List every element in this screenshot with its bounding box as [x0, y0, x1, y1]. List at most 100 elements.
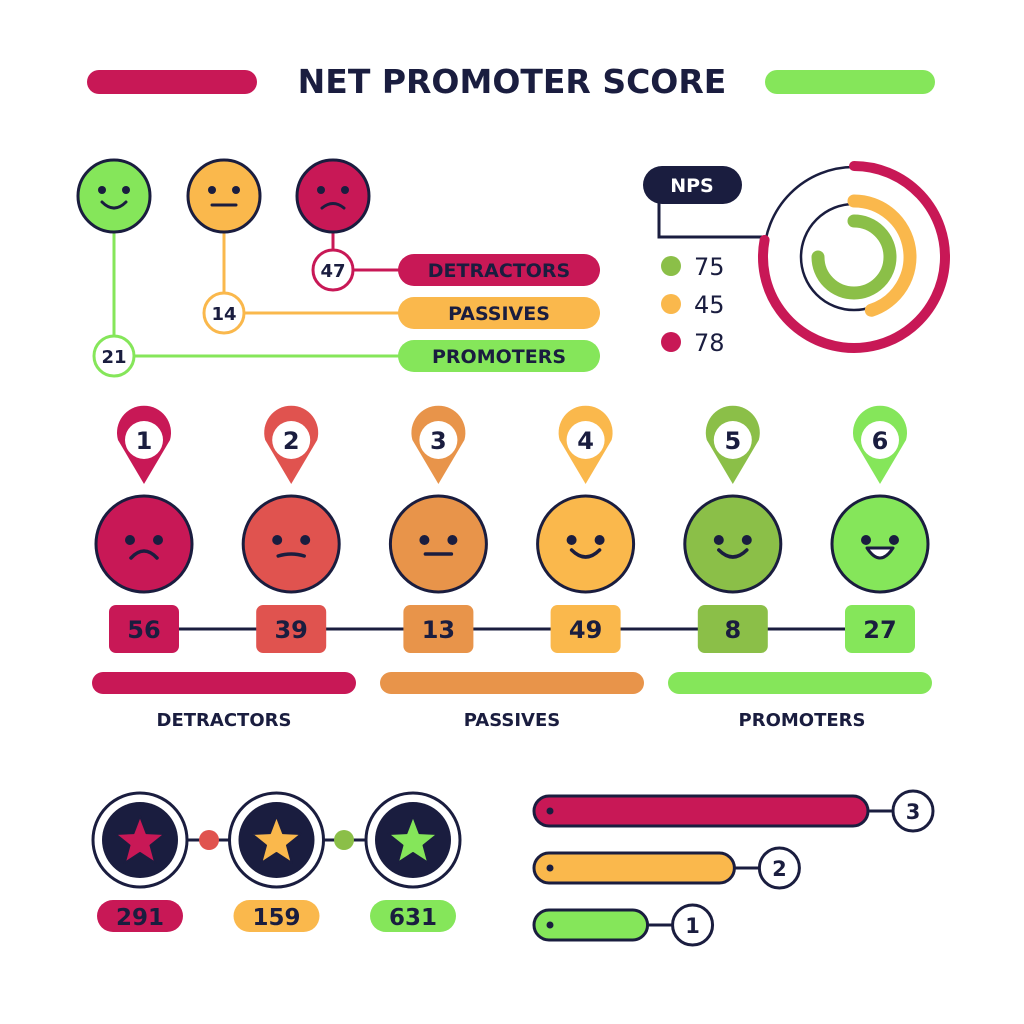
- title-left-bar: [87, 70, 257, 94]
- star-rating-item: 159: [228, 791, 325, 932]
- rank-number: 1: [685, 914, 700, 938]
- star-value: 631: [389, 905, 437, 931]
- scale-item: 4 49: [536, 405, 636, 653]
- sad-face-icon: [295, 158, 371, 234]
- scale-value-pill: [697, 605, 768, 653]
- star-value: 291: [116, 905, 164, 931]
- scale-item: 6 27: [830, 405, 930, 653]
- nps-badge: [643, 166, 742, 204]
- scale-value-pill: [845, 605, 915, 653]
- scale-value: 49: [569, 616, 602, 644]
- nps-arc: [758, 161, 950, 353]
- scale-number: 6: [872, 427, 889, 455]
- nps-legend: 75 45 78: [661, 253, 725, 357]
- rank-bars: 3 2 1: [532, 789, 935, 947]
- group-label-passives: PASSIVES: [464, 710, 560, 731]
- page-title: NET PROMOTER SCORE: [298, 62, 727, 101]
- face-icon: [241, 494, 341, 594]
- passives-pill: [398, 297, 600, 329]
- nps-legend-value: 78: [694, 329, 725, 357]
- face-icon: [830, 494, 930, 594]
- star-icon: [387, 815, 439, 864]
- promoters-label: PROMOTERS: [432, 346, 566, 368]
- stars-link-dot-1: [199, 830, 219, 850]
- rank-bar: 3: [532, 789, 935, 833]
- passives-value-circle: [202, 291, 246, 335]
- group-label-detractors: DETRACTORS: [157, 710, 292, 731]
- group-bar-passives: [380, 672, 644, 694]
- passives-value: 14: [211, 304, 236, 325]
- star-icon: [250, 815, 303, 864]
- nps-legend-dot: [661, 332, 681, 352]
- promoters-value: 21: [101, 347, 126, 368]
- group-label-promoters: PROMOTERS: [739, 710, 866, 731]
- scale-value-pill: [256, 605, 327, 653]
- detractors-value-circle: [311, 248, 355, 292]
- nps-legend-dot: [661, 294, 681, 314]
- scale-value: 39: [274, 616, 307, 644]
- map-pin-icon: 2: [264, 405, 319, 484]
- legend-row-promoters: PROMOTERS: [398, 340, 600, 372]
- nps-block: NPS 75 45 78: [643, 161, 950, 357]
- star-icon: [114, 815, 166, 864]
- passives-label: PASSIVES: [448, 303, 550, 325]
- stars-link-dot-2: [334, 830, 354, 850]
- nps-legend-value: 45: [694, 291, 725, 319]
- group-bar-promoters: [668, 672, 932, 694]
- top-legend: DETRACTORS PASSIVES PROMOTERS 47 14 21: [76, 158, 600, 378]
- promoters-value-circle: [92, 334, 136, 378]
- detractors-label: DETRACTORS: [428, 260, 570, 282]
- face-icon: [388, 494, 488, 594]
- scale-value-pill: [109, 605, 179, 653]
- star-rating-item: 291: [91, 791, 189, 932]
- title-block: NET PROMOTER SCORE: [87, 62, 935, 101]
- nps-arc: [811, 214, 897, 300]
- map-pin-icon: 4: [558, 405, 613, 484]
- scale-value: 56: [127, 616, 160, 644]
- scale-value-pill: [550, 605, 621, 653]
- legend-row-passives: PASSIVES: [398, 297, 600, 329]
- star-value-pill: [97, 900, 183, 932]
- scale-value-pill: [403, 605, 474, 653]
- map-pin-icon: 6: [853, 405, 907, 484]
- star-ratings: 291 159 631: [91, 791, 462, 932]
- neutral-face-icon: [186, 158, 262, 234]
- rank-bar: 2: [532, 846, 801, 890]
- nps-legend-dot: [661, 256, 681, 276]
- legend-row-detractors: DETRACTORS: [398, 254, 600, 286]
- scale-number: 5: [724, 427, 741, 455]
- promoter-connector-line: [112, 232, 600, 358]
- detractors-value: 47: [320, 261, 345, 282]
- rank-number: 3: [906, 800, 921, 824]
- face-icon: [94, 494, 194, 594]
- nps-connector-line: [657, 200, 765, 239]
- star-value-pill: [233, 900, 320, 932]
- stars: 291 159 631: [91, 791, 462, 932]
- scale-value: 13: [422, 616, 455, 644]
- happy-face-icon: [76, 158, 152, 234]
- group-bar-detractors: [92, 672, 356, 694]
- nps-arcs: [758, 161, 950, 353]
- scale-value: 8: [724, 616, 741, 644]
- scale-number: 1: [136, 427, 153, 455]
- map-pin-icon: 3: [411, 405, 466, 484]
- star-value: 159: [252, 905, 300, 931]
- scale-number: 3: [430, 427, 447, 455]
- map-pin-icon: 1: [116, 405, 172, 484]
- scale-item: 3 13: [388, 405, 488, 653]
- promoters-pill: [398, 340, 600, 372]
- star-rating-item: 631: [364, 791, 462, 932]
- face-icon: [536, 494, 636, 594]
- detractors-pill: [398, 254, 600, 286]
- scale-number: 4: [577, 427, 594, 455]
- scale-item: 2 39: [241, 405, 341, 653]
- nps-arc: [847, 194, 917, 317]
- title-right-bar: [765, 70, 935, 94]
- scale-value: 27: [863, 616, 896, 644]
- nps-badge-label: NPS: [670, 175, 714, 197]
- scale-item: 58: [683, 405, 783, 653]
- map-pin-icon: 5: [705, 405, 760, 484]
